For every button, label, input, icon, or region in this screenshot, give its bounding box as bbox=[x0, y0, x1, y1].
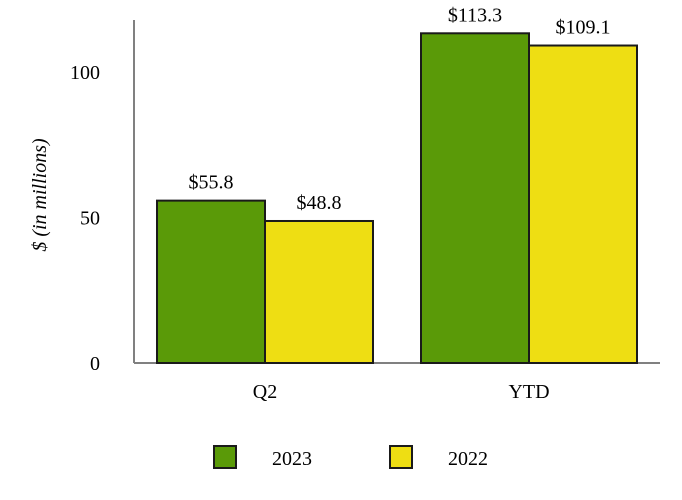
bar-2022-Q2 bbox=[264, 219, 374, 364]
x-tick-label: Q2 bbox=[253, 381, 277, 403]
bar-2023-YTD bbox=[420, 32, 530, 365]
y-tick-label: 100 bbox=[70, 62, 100, 84]
y-tick-label: 0 bbox=[90, 353, 100, 375]
legend-label: 2022 bbox=[448, 448, 488, 470]
bar-2023-Q2 bbox=[156, 199, 266, 364]
data-label: $48.8 bbox=[297, 192, 342, 214]
x-tick-labels: Q2 YTD bbox=[253, 381, 550, 403]
data-label: $113.3 bbox=[448, 4, 502, 26]
legend: 2023 2022 bbox=[213, 445, 488, 470]
data-labels: $55.8 $48.8 $113.3 $109.1 bbox=[189, 4, 611, 214]
bars bbox=[156, 32, 638, 365]
y-tick-label: 50 bbox=[80, 208, 100, 230]
legend-swatch bbox=[389, 445, 413, 469]
data-label: $55.8 bbox=[189, 172, 234, 194]
x-tick-label: YTD bbox=[508, 381, 549, 403]
legend-label: 2023 bbox=[272, 448, 312, 470]
bar-2022-YTD bbox=[528, 44, 638, 364]
data-label: $109.1 bbox=[556, 17, 611, 39]
y-axis-label: $ (in millions) bbox=[29, 138, 51, 252]
y-tick-labels: 0 50 100 bbox=[70, 62, 100, 375]
legend-swatch bbox=[213, 445, 237, 469]
